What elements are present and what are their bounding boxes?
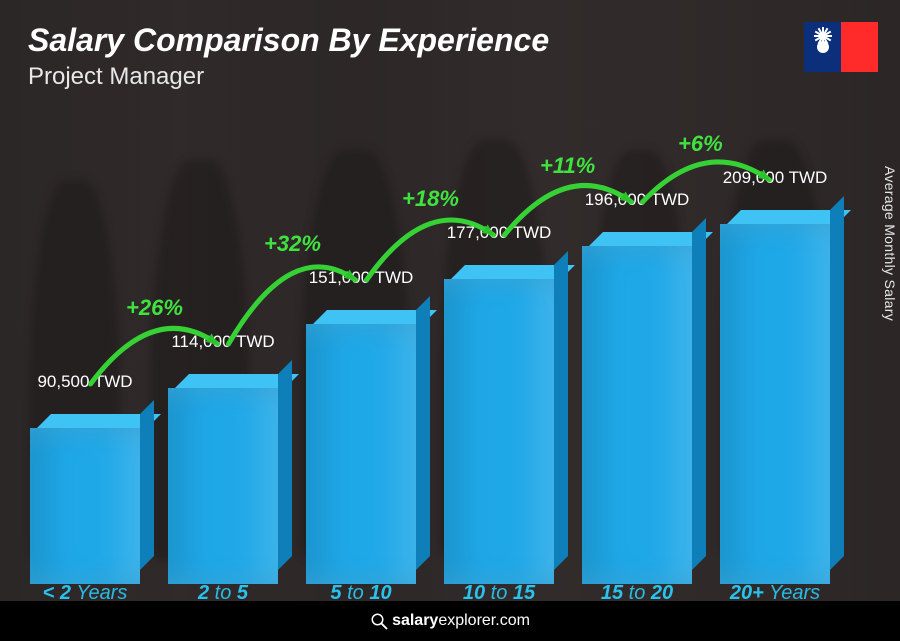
bar: 114,000 TWD2 to 5 — [168, 374, 278, 570]
salary-bar-chart: 90,500 TWD< 2 Years 114,000 TWD2 to 5 151,… — [30, 120, 860, 571]
increase-percent-label: +32% — [264, 231, 321, 257]
bar-value-label: 177,000 TWD — [447, 223, 552, 243]
bar: 151,000 TWD5 to 10 — [306, 310, 416, 570]
flag-canton — [804, 22, 841, 72]
bar-value-label: 196,000 TWD — [585, 190, 690, 210]
y-axis-label: Average Monthly Salary — [882, 166, 898, 321]
chart-subtitle: Project Manager — [28, 63, 549, 91]
increase-percent-label: +6% — [678, 131, 723, 157]
bar-value-label: 114,000 TWD — [171, 332, 274, 352]
increase-percent-label: +18% — [402, 186, 459, 212]
taiwan-flag-icon — [804, 22, 878, 72]
bar: 209,000 TWD20+ Years — [720, 210, 830, 570]
flag-sun-icon — [812, 36, 834, 58]
bar: 177,000 TWD10 to 15 — [444, 265, 554, 570]
bar-value-label: 90,500 TWD — [37, 372, 132, 392]
footer-brand-rest: explorer.com — [438, 612, 530, 629]
bar: 196,000 TWD15 to 20 — [582, 232, 692, 570]
bar: 90,500 TWD< 2 Years — [30, 414, 140, 570]
bar-value-label: 209,000 TWD — [723, 168, 828, 188]
header: Salary Comparison By Experience Project … — [28, 22, 549, 91]
footer: salaryexplorer.com — [0, 601, 900, 641]
flag-field — [841, 22, 878, 72]
bar-value-label: 151,000 TWD — [309, 268, 414, 288]
increase-percent-label: +11% — [540, 153, 595, 179]
magnifier-icon — [370, 612, 388, 630]
footer-brand-bold: salary — [392, 612, 438, 629]
chart-title: Salary Comparison By Experience — [28, 22, 549, 59]
increase-percent-label: +26% — [126, 295, 183, 321]
footer-brand: salaryexplorer.com — [392, 612, 530, 630]
